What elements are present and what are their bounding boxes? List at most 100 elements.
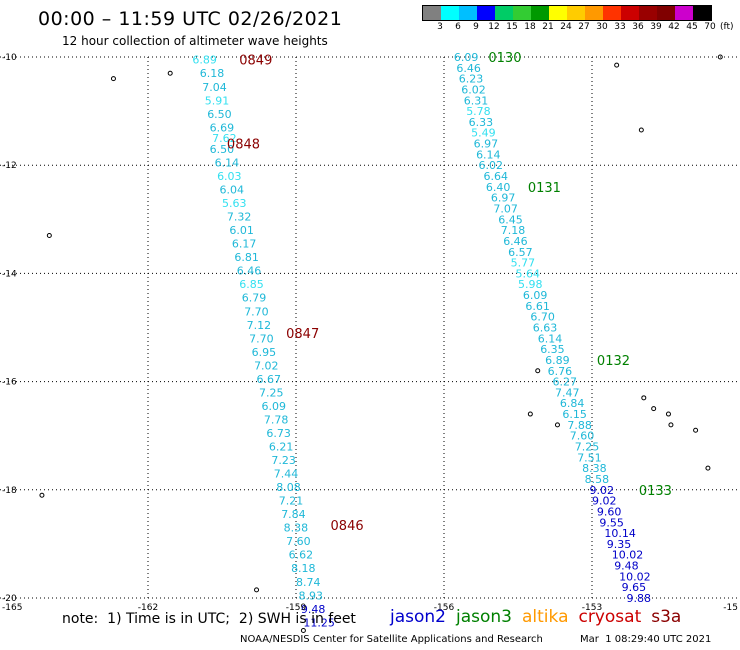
- swh-value: 5.77: [511, 257, 535, 270]
- swh-value: 7.23: [271, 454, 296, 467]
- swh-value: 7.78: [264, 413, 289, 426]
- island-marker: [717, 54, 723, 60]
- colorbar-label: 3: [437, 22, 443, 32]
- swh-value: 6.69: [210, 121, 235, 134]
- legend-jason2: jason2: [390, 607, 446, 627]
- swh-value: 6.21: [269, 441, 294, 454]
- swh-value: 6.89: [545, 354, 570, 367]
- swh-value: 7.18: [501, 224, 526, 237]
- page-title: 00:00 – 11:59 UTC 02/26/2021: [38, 8, 343, 30]
- swh-value: 6.85: [239, 278, 264, 291]
- swh-value: 6.15: [562, 408, 587, 421]
- island-marker: [614, 62, 620, 68]
- island-marker: [638, 127, 644, 133]
- swh-value: 9.35: [607, 538, 632, 551]
- pass-time-label: 0130: [488, 51, 521, 66]
- colorbar-swatch: [603, 6, 621, 20]
- swh-value: 10.02: [619, 570, 651, 583]
- swh-value: 10.02: [612, 549, 644, 562]
- colorbar-label: 36: [632, 22, 644, 32]
- lat-tick-label: -12: [2, 161, 17, 171]
- colorbar-swatch: [513, 6, 531, 20]
- swh-value: 8.38: [582, 462, 607, 475]
- swh-value: 6.89: [192, 54, 217, 67]
- colorbar-swatch: [423, 6, 441, 20]
- lon-tick-label: -159: [286, 603, 307, 613]
- swh-value: 5.91: [205, 94, 230, 107]
- swh-value: 6.45: [498, 213, 523, 226]
- lon-tick-label: -156: [434, 603, 455, 613]
- generated-timestamp: Mar 1 08:29:40 UTC 2021: [580, 634, 712, 645]
- island-marker: [527, 411, 533, 417]
- satellite-legend: jason2 jason3 altika cryosat s3a: [390, 607, 681, 627]
- legend-altika: altika: [522, 607, 569, 627]
- pass-time-label: 0133: [639, 484, 672, 499]
- swh-value: 5.98: [518, 278, 543, 291]
- lat-tick-label: -14: [2, 269, 17, 279]
- swh-value: 5.64: [516, 267, 541, 280]
- lon-tick-label: -165: [2, 603, 22, 613]
- swh-value: 6.46: [456, 62, 481, 75]
- swh-value: 9.02: [592, 495, 617, 508]
- swh-value: 7.88: [567, 419, 592, 432]
- swh-value: 8.93: [298, 589, 323, 602]
- swh-value: 6.09: [261, 400, 286, 413]
- swh-value: 5.78: [466, 105, 491, 118]
- swh-value: 6.17: [232, 238, 257, 251]
- swh-value: 8.58: [585, 473, 610, 486]
- swh-value: 6.09: [454, 51, 479, 64]
- swh-value: 9.48: [301, 603, 326, 616]
- swh-value: 10.14: [604, 527, 636, 540]
- swh-value: 7.07: [493, 202, 518, 215]
- colorbar-label: 42: [668, 22, 680, 32]
- swh-value: 7.70: [249, 332, 274, 345]
- swh-value: 5.49: [471, 127, 496, 140]
- track-layer: 6.896.187.045.916.506.697.626.506.146.03…: [192, 51, 672, 629]
- colorbar-label: 27: [578, 22, 590, 32]
- lon-tick-label: -162: [138, 603, 158, 613]
- colorbar-swatch: [585, 6, 603, 20]
- island-marker: [668, 422, 674, 428]
- swh-value: 6.61: [525, 300, 550, 313]
- swh-value: 6.46: [503, 235, 528, 248]
- swh-value: 6.14: [476, 148, 501, 161]
- swh-value: 6.76: [548, 365, 573, 378]
- colorbar: [422, 5, 712, 21]
- swh-value: 7.04: [202, 81, 227, 94]
- lat-tick-label: -10: [2, 53, 17, 63]
- swh-value: 7.32: [227, 211, 252, 224]
- colorbar-label: 12: [488, 22, 500, 32]
- colorbar-label: 21: [542, 22, 554, 32]
- axis-layer: -10 -12 -14 -16 -18 -20-165 -162 -159 -156 -153 -1…: [2, 53, 738, 613]
- swh-value: 6.73: [266, 427, 291, 440]
- swh-value: 9.55: [599, 516, 624, 529]
- colorbar-swatch: [531, 6, 549, 20]
- credit-text: NOAA/NESDIS Center for Satellite Applica…: [240, 634, 543, 645]
- island-marker: [167, 70, 173, 76]
- island-marker: [651, 406, 657, 412]
- island-marker: [39, 492, 45, 498]
- swh-value: 6.01: [229, 224, 254, 237]
- island-marker: [641, 395, 647, 401]
- swh-value: 6.50: [210, 143, 235, 156]
- colorbar-label: 70: [704, 22, 716, 32]
- colorbar-label: 18: [524, 22, 536, 32]
- island-marker: [254, 587, 260, 593]
- track-cryosat: 6.896.187.045.916.506.697.626.506.146.03…: [192, 54, 363, 630]
- swh-value: 6.97: [491, 192, 516, 205]
- swh-value: 7.02: [254, 359, 278, 372]
- pass-time-label: 0849: [239, 54, 272, 69]
- note-legend: note: 1) Time is in UTC; 2) SWH is in fe…: [62, 611, 356, 627]
- swh-value: 8.18: [291, 562, 316, 575]
- swh-value: 6.04: [220, 184, 245, 197]
- island-marker: [300, 627, 306, 633]
- lat-tick-label: -16: [2, 378, 17, 388]
- lon-tick-label: -15: [723, 603, 738, 613]
- swh-value: 6.67: [257, 373, 282, 386]
- swh-value: 6.27: [553, 376, 578, 389]
- swh-value: 8.74: [296, 576, 321, 589]
- swh-value: 6.23: [459, 73, 484, 86]
- swh-value: 5.63: [222, 197, 247, 210]
- swh-value: 7.51: [577, 451, 602, 464]
- swh-value: 6.14: [215, 156, 240, 169]
